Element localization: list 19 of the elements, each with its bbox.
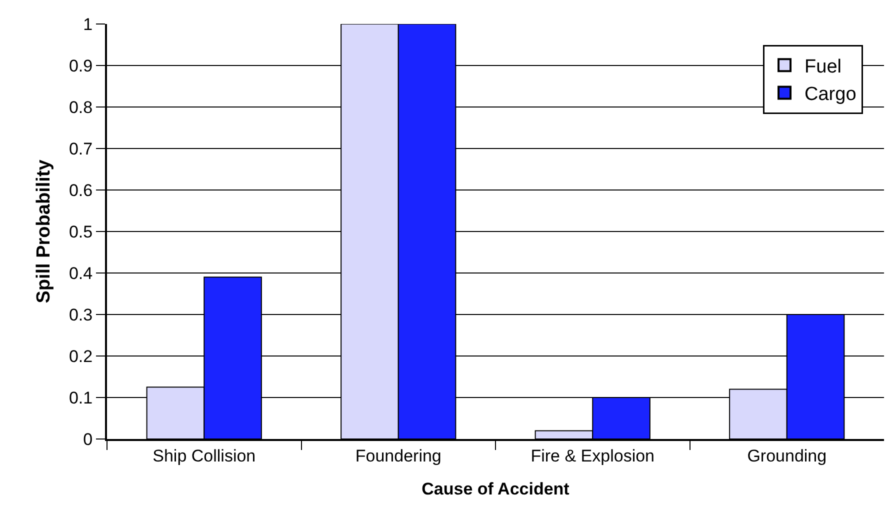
- x-tick-label: Foundering: [355, 446, 442, 466]
- y-tick-label: 1: [83, 14, 93, 34]
- y-tick-label: 0.8: [68, 98, 93, 117]
- y-tick-label: 0.3: [68, 305, 93, 324]
- y-tick-label: 0.5: [68, 222, 93, 242]
- x-tick-label: Fire & Explosion: [530, 446, 655, 466]
- x-axis-title: Cause of Accident: [422, 479, 570, 498]
- y-tick-label: 0.4: [68, 264, 93, 283]
- x-tick-label: Ship Collision: [152, 446, 256, 466]
- y-tick-label: 0.7: [68, 139, 93, 158]
- y-tick-label: 0.9: [68, 56, 93, 76]
- y-tick-label: 0.2: [68, 346, 93, 366]
- y-tick-label: 0.6: [68, 180, 93, 200]
- y-tick-label: 0: [83, 430, 93, 449]
- x-tick-label: Grounding: [747, 446, 827, 466]
- legend-label: Fuel: [804, 56, 842, 78]
- y-tick-label: 0.1: [68, 388, 93, 408]
- legend-label: Cargo: [804, 84, 856, 106]
- y-axis-title: Spill Probability: [33, 159, 54, 304]
